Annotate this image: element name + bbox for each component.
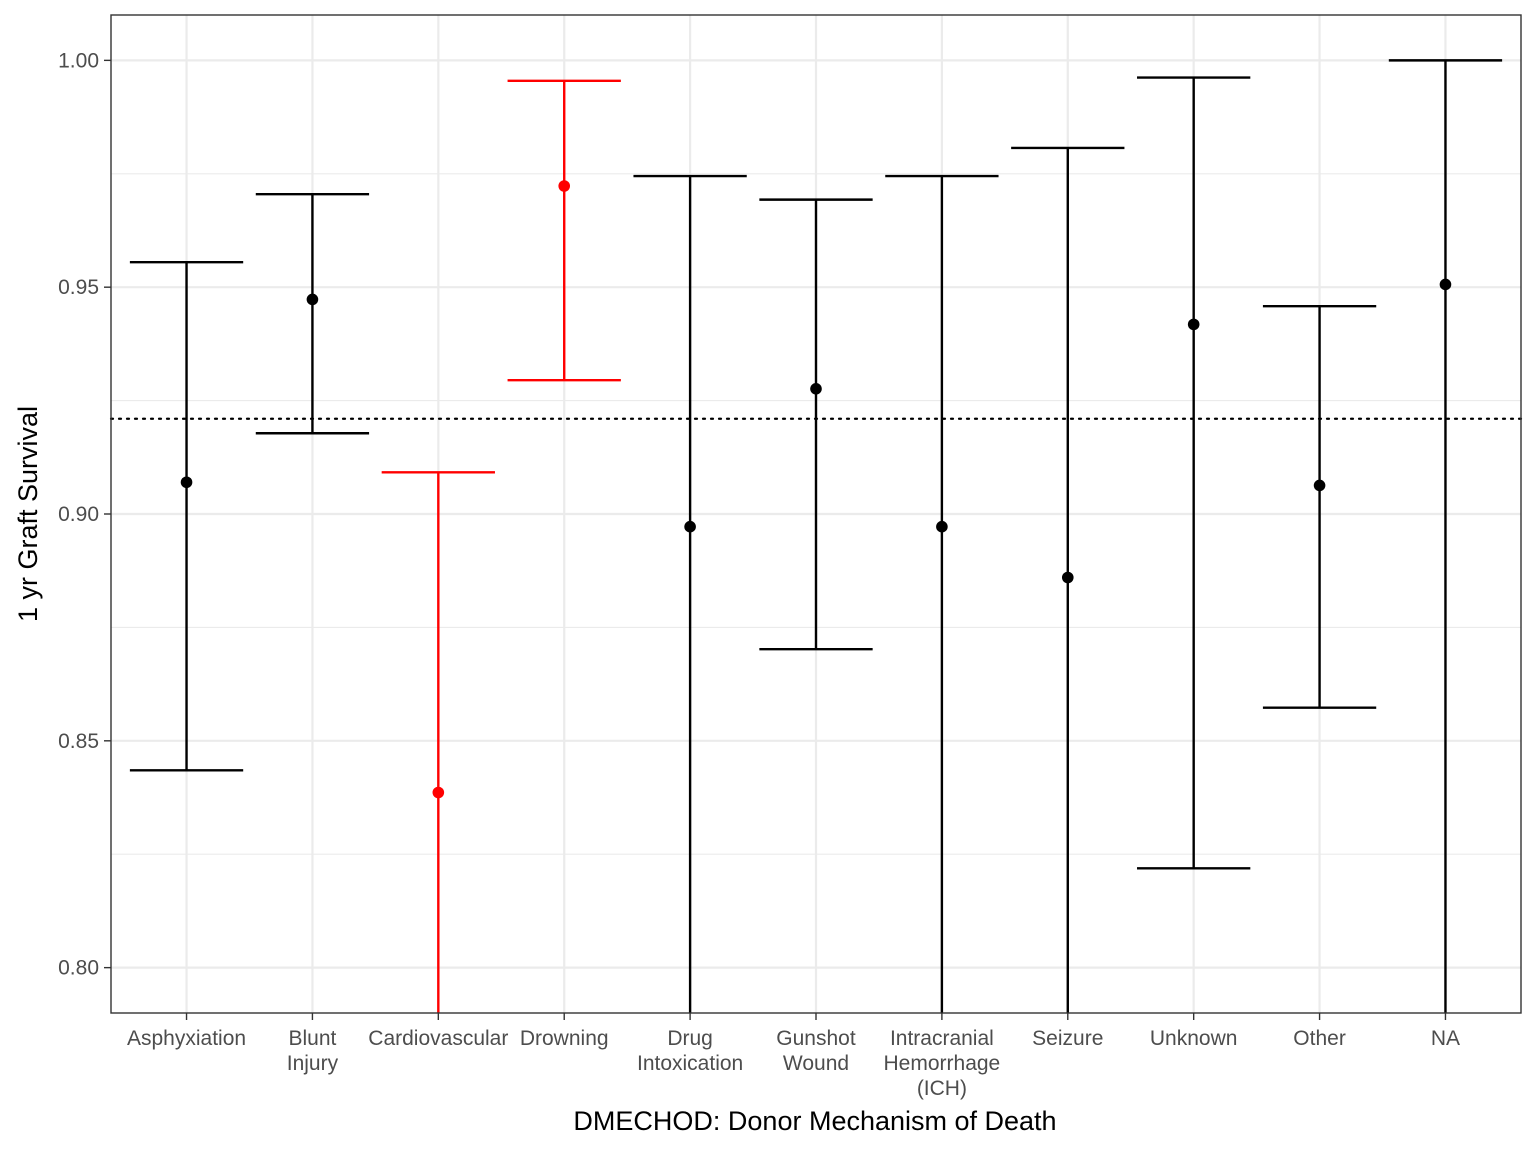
point-estimate [180,476,193,489]
errorbar-blunt-injury [255,192,370,435]
errorbar-intracranial-hemorrhage-ich- [885,174,999,1013]
x-tick-label: Asphyxiation [127,1027,246,1050]
point-estimate [1313,479,1326,492]
x-tick-label: Drowning [520,1027,609,1050]
x-tick-label-line: Cardiovascular [368,1027,508,1050]
y-tick-label: 0.95 [58,276,99,299]
x-tick-label-line: Drug [667,1027,713,1050]
x-tick-label-line: Blunt [288,1027,336,1050]
axis-layer: 0.80 0.85 0.90 0.95 1.00 Asphyxiation Blunt Inj… [58,49,1460,1100]
x-tick-label: Intracranial Hemorrhage (ICH) [884,1027,1001,1100]
x-tick-label-line: Other [1293,1027,1346,1050]
x-tick-label-line: Hemorrhage [884,1052,1001,1075]
x-tick-label-line: Wound [783,1052,849,1075]
x-tick-label-line: Intracranial [890,1027,994,1050]
errorbar-na [1388,59,1503,1013]
x-tick-label-line: Gunshot [776,1027,856,1050]
x-axis-title: DMECHOD: Donor Mechanism of Death [573,1106,1056,1136]
x-tick-label-line: Seizure [1032,1027,1103,1050]
errorbar-other [1262,305,1377,709]
errorbar-asphyxiation [129,261,244,772]
y-axis-title: 1 yr Graft Survival [13,406,43,622]
x-tick-label: Other [1293,1027,1346,1050]
x-tick-label: Seizure [1032,1027,1103,1050]
x-tick-label-line: Drowning [520,1027,609,1050]
y-tick-label: 0.90 [58,503,99,526]
x-tick-label-line: Injury [287,1052,339,1075]
point-estimate [432,786,445,799]
point-estimate [1187,318,1200,331]
y-tick-label: 0.80 [58,957,99,980]
y-tick-label: 0.85 [58,730,99,753]
x-tick-label: Unknown [1150,1027,1238,1050]
errorbar-unknown [1137,76,1251,870]
errorbar-drug-intoxication [633,174,747,1013]
errorbar-drowning [507,79,621,382]
x-tick-label: Drug Intoxication [637,1027,743,1075]
errorbar-gunshot-wound [759,198,873,651]
point-estimate [810,382,822,395]
x-tick-label: Gunshot Wound [776,1027,856,1075]
point-estimate [1439,278,1452,291]
x-tick-label: Cardiovascular [368,1027,508,1050]
x-tick-label: NA [1431,1027,1460,1050]
point-estimate [306,293,319,306]
y-tick-label: 1.00 [58,49,99,72]
point-estimate [684,520,696,533]
x-tick-label-line: Intoxication [637,1052,743,1075]
point-estimate [1061,571,1074,584]
x-tick-label-line: Unknown [1150,1027,1238,1050]
errorbar-cardiovascular [381,471,495,1013]
x-tick-label-line: NA [1431,1027,1460,1050]
point-layer [180,180,1452,799]
errorbar-layer [129,59,1503,1013]
x-tick-label-line: Asphyxiation [127,1027,246,1050]
point-estimate [558,180,571,192]
x-tick-label-line: (ICH) [917,1077,967,1100]
point-estimate [936,520,948,533]
x-tick-label: Blunt Injury [287,1027,339,1075]
